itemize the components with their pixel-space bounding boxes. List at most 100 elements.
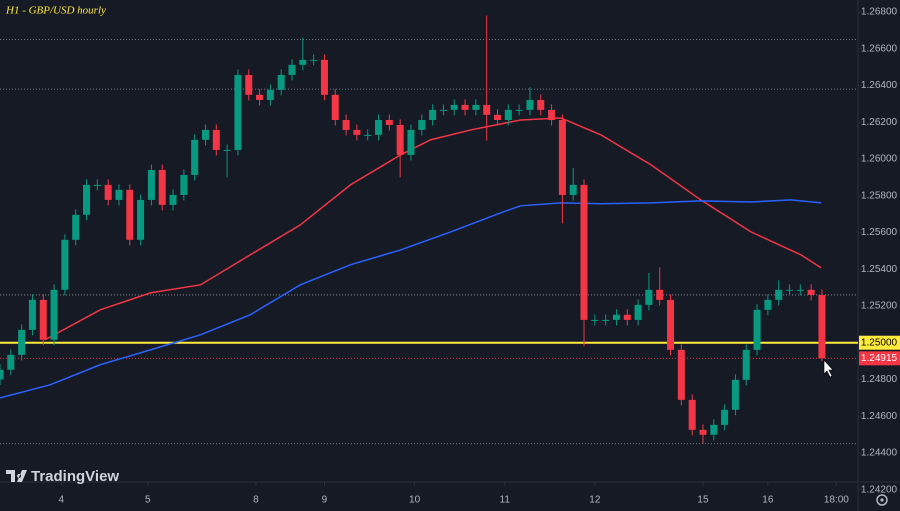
candle-body [688, 399, 696, 430]
mouse-cursor [823, 359, 834, 378]
candle-body [212, 129, 220, 150]
candle-body [569, 184, 577, 195]
candle-body [764, 299, 772, 310]
candle-body [277, 74, 285, 90]
y-tick-label: 1.26400 [861, 80, 898, 91]
candle-body [731, 379, 739, 410]
candle-body [785, 289, 794, 291]
candle-body [353, 129, 361, 135]
x-tick-label: 8 [253, 495, 259, 506]
candle-body [375, 119, 383, 135]
candle-body [493, 114, 502, 120]
candle-body [537, 99, 545, 110]
candle-body [472, 104, 480, 110]
moving-average-line [44, 117, 822, 341]
candle-body [591, 319, 599, 321]
y-tick-label: 1.24800 [861, 374, 898, 385]
candle-body [104, 184, 112, 200]
x-tick-label: 9 [322, 495, 328, 506]
candle-body [342, 119, 350, 130]
candle-body [288, 64, 296, 75]
candle-body [634, 304, 642, 320]
candle-body [504, 109, 512, 120]
x-tick-label: 4 [59, 495, 65, 506]
candle-body [18, 329, 26, 355]
x-tick-label: 15 [697, 495, 709, 506]
y-tick-label: 1.24600 [861, 411, 898, 422]
settings-gear[interactable] [876, 494, 888, 506]
logo-icon [6, 470, 27, 482]
candle-body [407, 129, 415, 155]
y-tick-label: 1.25800 [861, 190, 898, 201]
key-level-label: 1.25000 [861, 337, 898, 348]
y-tick-label: 1.24200 [861, 484, 898, 495]
candle-body [418, 119, 426, 130]
candle-body [623, 314, 631, 320]
candle-body [158, 169, 166, 205]
candle-body [320, 59, 328, 95]
y-tick-label: 1.25600 [861, 227, 898, 238]
candle-body [39, 299, 47, 340]
y-tick-label: 1.26000 [861, 154, 898, 165]
moving-averages [0, 117, 822, 399]
chart-title: H1 - GBP/USD hourly [5, 5, 106, 17]
candles [0, 15, 826, 444]
candle-body [137, 199, 145, 240]
candle-body [147, 169, 155, 200]
candle-body [742, 349, 750, 380]
candle-body [775, 289, 783, 300]
last-price-box [859, 351, 900, 366]
candle-body [385, 119, 393, 125]
candle-body [677, 349, 685, 400]
x-tick-label: 5 [145, 495, 151, 506]
candle-body [558, 119, 566, 195]
y-tick-label: 1.26800 [861, 7, 898, 18]
key-level-box [859, 335, 900, 350]
candle-body [450, 104, 458, 110]
candle-body [72, 214, 80, 240]
candle-body [223, 149, 231, 151]
axes: 1.24200 1.24400 1.24600 1.24800 1.25000 1.252… [59, 7, 900, 506]
y-tick-label: 1.25200 [861, 301, 898, 312]
candle-body [7, 354, 15, 370]
candle-body [61, 239, 69, 290]
candle-body [115, 189, 123, 200]
candle-body [753, 309, 761, 350]
candle-body [256, 94, 264, 100]
x-tick-label: 12 [589, 495, 601, 506]
candle-body [310, 59, 318, 61]
candle-body [93, 184, 101, 186]
candle-body [807, 289, 815, 295]
candle-body [396, 124, 404, 155]
candle-body [0, 369, 4, 380]
candle-body [364, 134, 372, 136]
candle-body [602, 319, 610, 321]
candle-body [515, 109, 523, 111]
y-tick-label: 1.26600 [861, 43, 898, 54]
candle-body [201, 129, 210, 140]
candle-body [234, 74, 242, 150]
settings-gear-center[interactable] [880, 498, 884, 502]
candle-body [645, 289, 653, 305]
candle-body [656, 289, 664, 300]
candle-body [796, 289, 804, 291]
candle-body [126, 189, 134, 240]
x-tick-label: 10 [409, 495, 421, 506]
candle-body [169, 194, 177, 205]
logo: TradingView [6, 468, 119, 485]
y-tick-label: 1.25400 [861, 264, 898, 275]
reference-lines [0, 39, 858, 445]
candle-body [191, 139, 199, 175]
candle-body [439, 109, 447, 111]
settings-icon[interactable] [876, 494, 888, 506]
y-tick-label: 1.24400 [861, 448, 898, 459]
candle-body [429, 109, 437, 120]
candle-body [818, 294, 826, 359]
candle-body [710, 424, 718, 435]
candle-body [180, 174, 188, 195]
candle-body [461, 104, 469, 110]
candle-body [580, 184, 588, 320]
candle-body [612, 314, 620, 320]
